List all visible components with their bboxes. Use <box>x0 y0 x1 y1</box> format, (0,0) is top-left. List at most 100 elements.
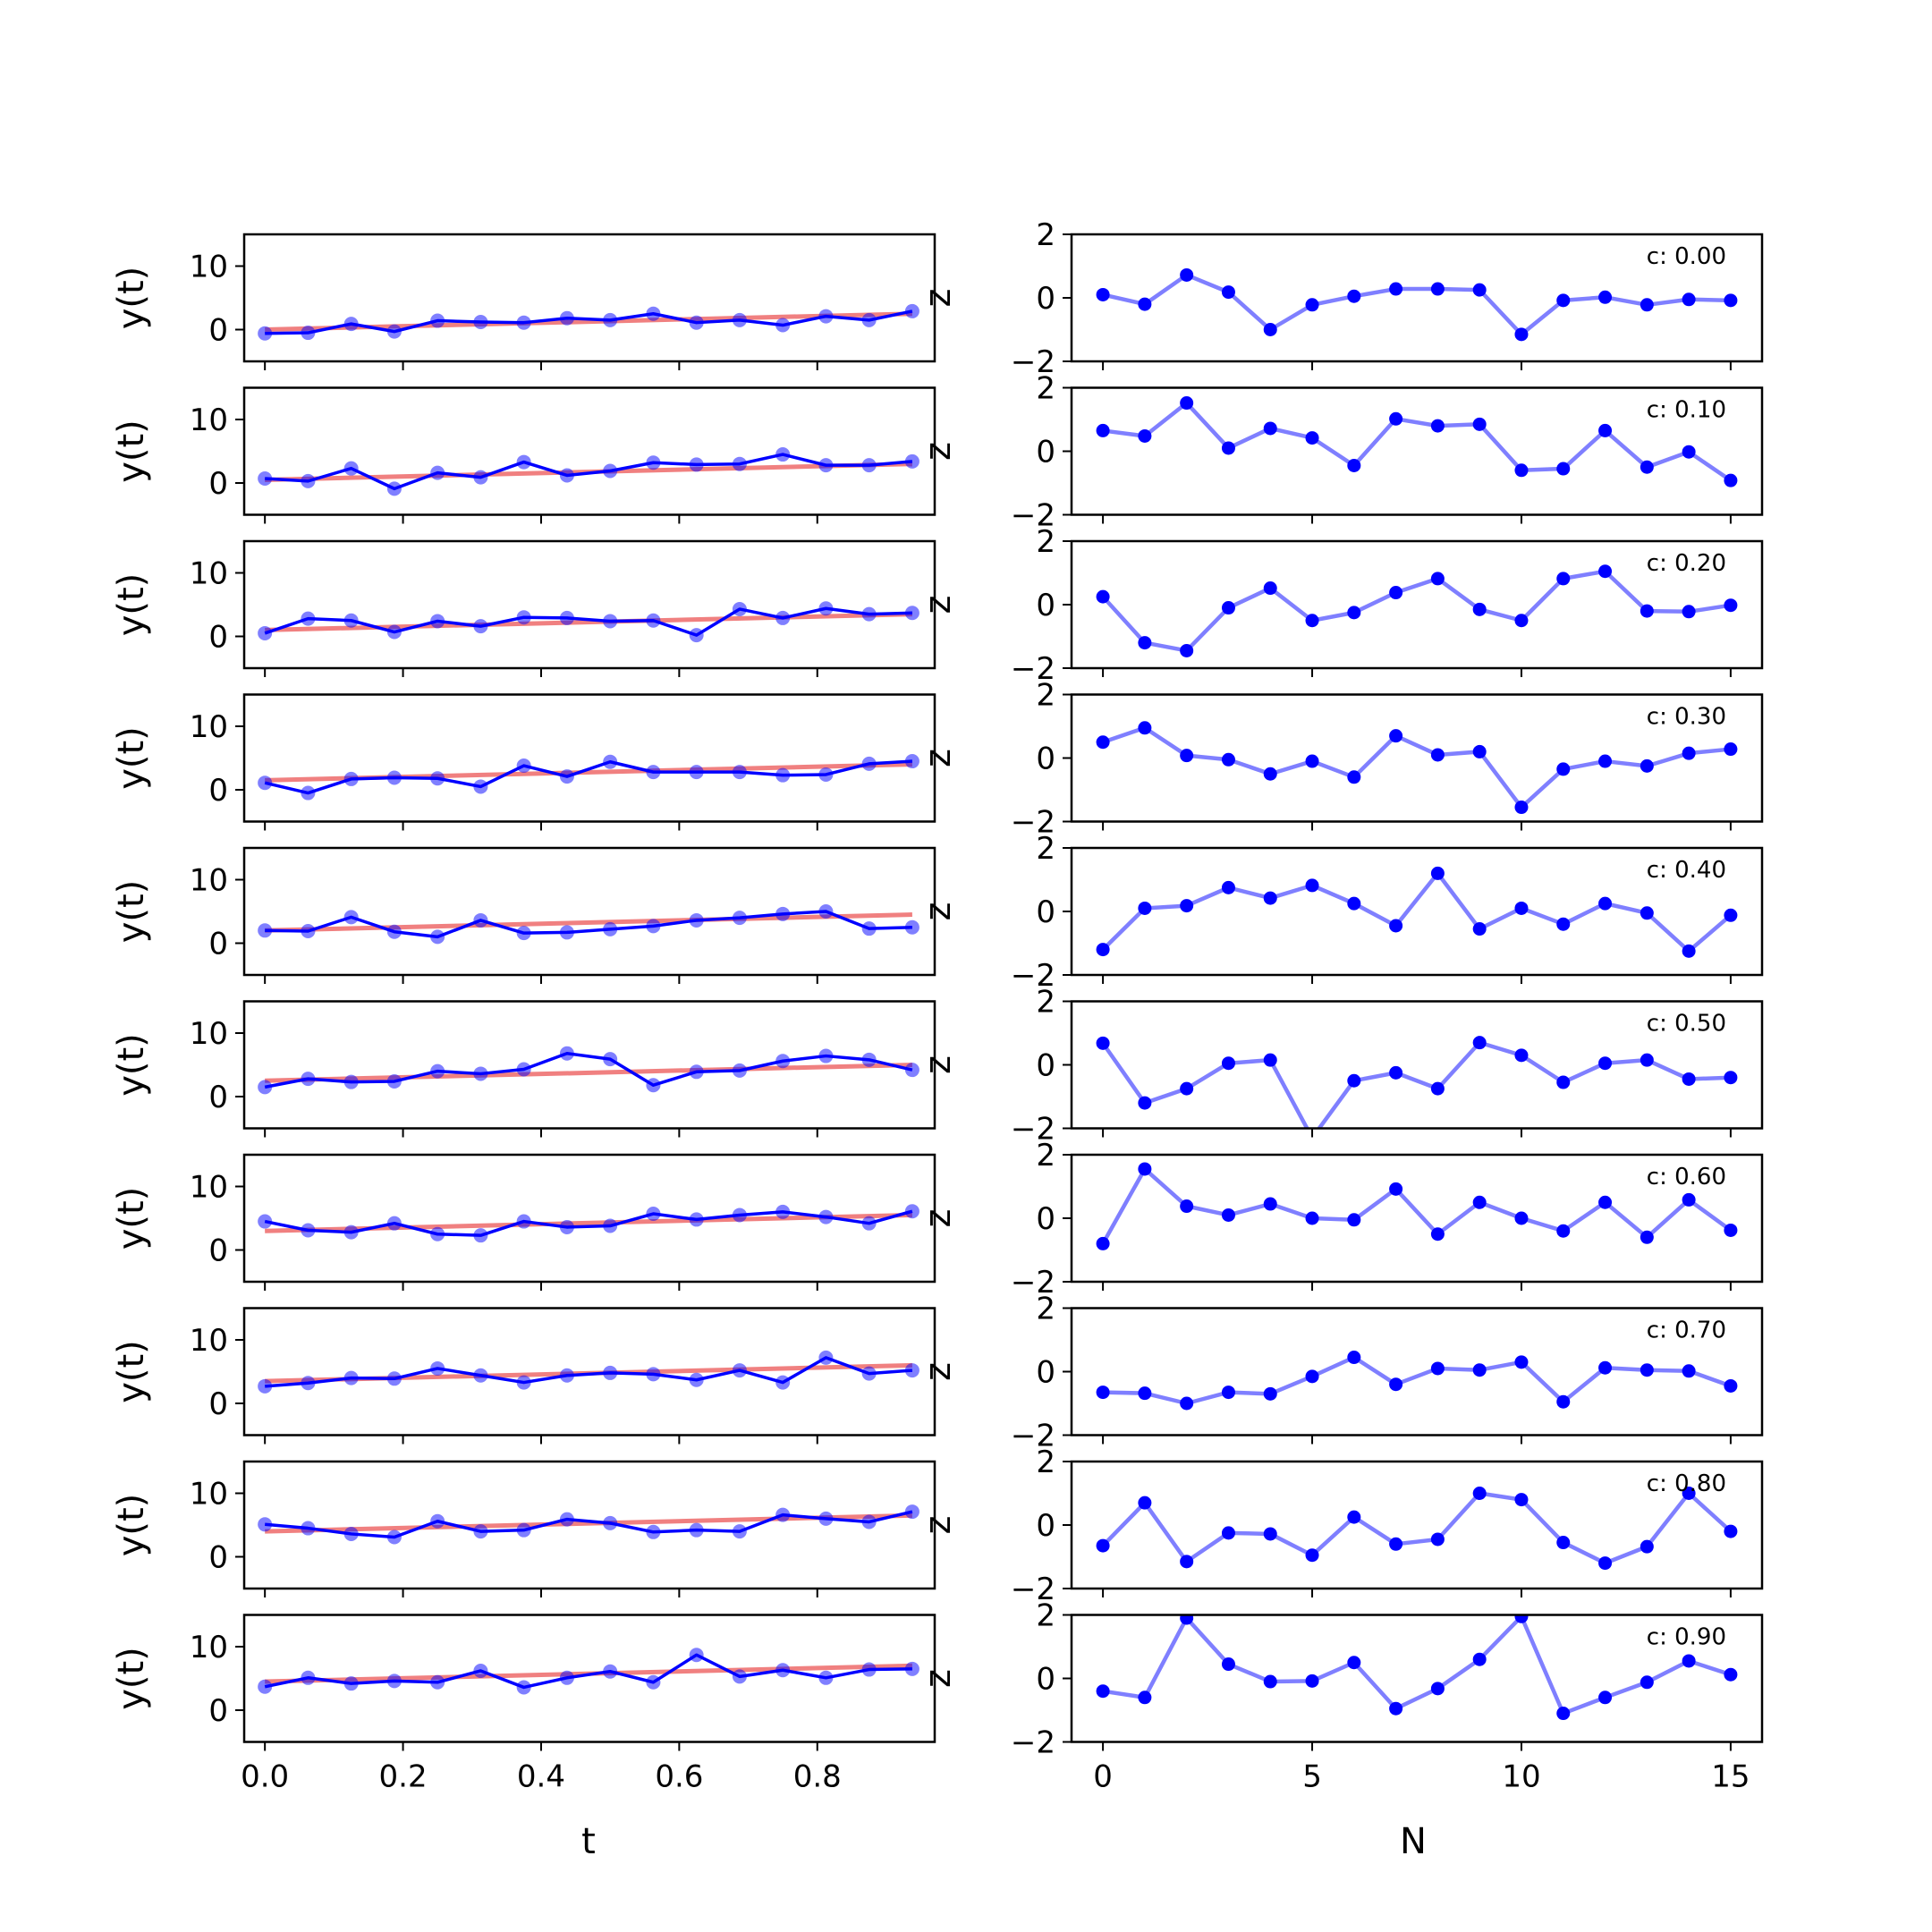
left-panel-8: 0 10 y(t) <box>111 1460 936 1597</box>
z-point <box>1724 1667 1738 1682</box>
z-point <box>1180 899 1194 913</box>
right-y-axis-label: z <box>918 1055 959 1074</box>
z-point <box>1263 1197 1277 1211</box>
left-panel-9: 0 10 0.0 0.2 0.4 0.6 0.8 y(t) <box>111 1614 936 1795</box>
z-point <box>1221 1208 1235 1222</box>
z-point <box>1305 431 1319 445</box>
right-panel-8: 2 0 −2 z c: 0.80 <box>918 1445 1764 1607</box>
observed-point <box>904 453 919 469</box>
left-y-axis-label: y(t) <box>111 1187 152 1250</box>
observed-point <box>343 461 359 476</box>
observed-point <box>559 1512 574 1527</box>
right-y-axis-label: z <box>918 1209 959 1228</box>
right-panel-2: 2 0 −2 z c: 0.20 <box>918 524 1764 687</box>
z-point <box>1556 1224 1571 1238</box>
z-point <box>1598 423 1613 437</box>
y-tick-label: −2 <box>1011 1572 1055 1607</box>
z-point <box>1472 744 1487 758</box>
row-1: 0 10 y(t) 2 0 −2 z c: 0.10 <box>111 371 1764 534</box>
observed-point <box>775 1507 791 1522</box>
y-tick-label: −2 <box>1011 344 1055 380</box>
observed-point <box>386 1073 402 1089</box>
observed-point <box>861 1662 877 1677</box>
z-point <box>1514 614 1529 628</box>
observed-point <box>904 919 919 935</box>
right-plot-area <box>1096 1487 1738 1571</box>
y-tick-label: 2 <box>1036 524 1055 560</box>
x-tick-label: 5 <box>1302 1759 1322 1795</box>
observed-point <box>818 1048 834 1063</box>
y-tick-label: 0 <box>1036 1201 1055 1237</box>
z-point <box>1305 614 1319 628</box>
observed-point <box>301 1223 316 1238</box>
observed-point <box>689 315 704 330</box>
z-point <box>1430 1361 1445 1376</box>
right-y-axis-label: z <box>918 1669 959 1688</box>
observed-point <box>473 314 488 329</box>
z-point <box>1180 396 1194 411</box>
z-point <box>1221 752 1235 767</box>
z-point <box>1389 282 1403 296</box>
observed-point <box>516 1375 531 1390</box>
y-tick-label: 0 <box>208 620 228 656</box>
z-point <box>1389 1537 1403 1551</box>
observed-point <box>386 481 402 496</box>
z-point <box>1138 1496 1152 1510</box>
c-annotation: c: 0.00 <box>1647 243 1726 270</box>
observed-point <box>258 1679 273 1694</box>
z-point <box>1682 1072 1696 1086</box>
z-point <box>1305 878 1319 893</box>
observed-point <box>646 455 661 470</box>
observed-point <box>689 1064 704 1080</box>
observed-point <box>343 1074 359 1089</box>
right-panel-7: 2 0 −2 z c: 0.70 <box>918 1292 1764 1454</box>
trend-line <box>265 912 912 933</box>
right-y-axis-label: z <box>918 902 959 921</box>
observed-point <box>775 906 791 921</box>
observed-point <box>689 457 704 472</box>
z-point <box>1430 419 1445 433</box>
trend-line <box>265 1063 912 1083</box>
right-panel-0: 2 0 −2 z c: 0.00 <box>918 217 1764 380</box>
observed-point <box>861 1216 877 1231</box>
z-line <box>1102 725 1732 809</box>
observed-point <box>904 1504 919 1520</box>
left-panel-7: 0 10 y(t) <box>111 1307 936 1445</box>
left-axes-frame <box>242 1460 936 1590</box>
z-point <box>1180 267 1194 282</box>
observed-point <box>775 767 791 783</box>
z-point <box>1180 749 1194 763</box>
observed-point <box>861 1514 877 1530</box>
observed-point <box>430 465 445 480</box>
y-tick-label: 10 <box>190 1323 228 1359</box>
observed-point <box>258 326 273 341</box>
z-point <box>1138 636 1152 650</box>
z-point <box>1221 1657 1235 1672</box>
y-tick-label: −2 <box>1011 1112 1055 1148</box>
observed-point <box>386 1371 402 1386</box>
z-point <box>1347 1351 1361 1365</box>
observed-point <box>646 1674 661 1690</box>
observed-point <box>343 1676 359 1691</box>
z-point <box>1389 919 1403 933</box>
observed-point <box>258 471 273 487</box>
z-point <box>1514 801 1529 815</box>
z-point <box>1724 1378 1738 1393</box>
observed-point <box>861 921 877 936</box>
left-axes-frame <box>242 1614 936 1743</box>
left-panel-1: 0 10 y(t) <box>111 386 936 524</box>
y-tick-label: 2 <box>1036 1292 1055 1327</box>
z-point <box>1472 1195 1487 1209</box>
observed-point <box>689 1522 704 1538</box>
observed-point <box>818 1209 834 1224</box>
z-point <box>1430 1682 1445 1696</box>
z-point <box>1640 298 1654 312</box>
right-plot-area <box>1096 267 1738 342</box>
z-point <box>1472 602 1487 616</box>
right-panel-3: 2 0 −2 z c: 0.30 <box>918 678 1764 841</box>
observed-point <box>258 775 273 791</box>
observed-point <box>301 326 316 341</box>
z-point <box>1514 1614 1529 1623</box>
observed-point <box>775 1204 791 1219</box>
